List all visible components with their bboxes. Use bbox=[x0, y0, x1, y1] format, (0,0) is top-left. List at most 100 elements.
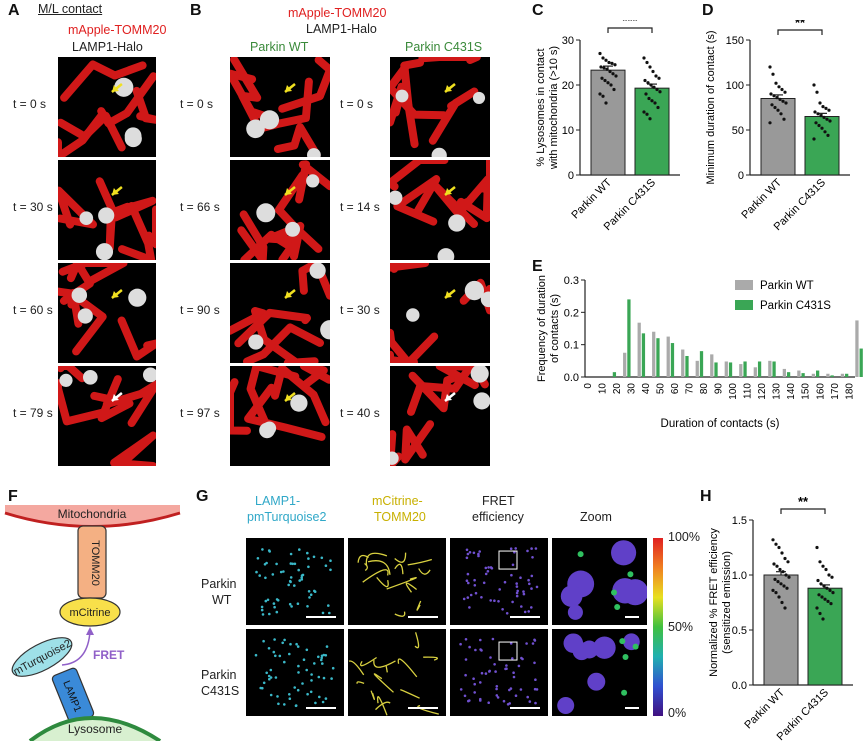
mito-network bbox=[376, 696, 388, 716]
puncta bbox=[309, 690, 313, 694]
panel-b-wt-time-label: t = 66 s bbox=[180, 200, 220, 214]
zoom-spot bbox=[611, 589, 617, 596]
puncta bbox=[275, 610, 279, 614]
mito-network bbox=[376, 576, 389, 588]
mitochondria-filament bbox=[408, 371, 459, 413]
puncta bbox=[293, 686, 296, 689]
puncta bbox=[317, 655, 320, 659]
puncta bbox=[519, 688, 523, 691]
puncta bbox=[294, 704, 298, 708]
puncta bbox=[472, 677, 475, 680]
data-point bbox=[821, 105, 825, 109]
panel-b-mut-time-label: t = 14 s bbox=[340, 200, 380, 214]
puncta bbox=[309, 593, 313, 596]
panel-g-image-fret bbox=[450, 538, 548, 625]
y-tick-label: 50 bbox=[732, 125, 744, 137]
puncta bbox=[501, 608, 504, 611]
data-point bbox=[823, 597, 827, 601]
data-point bbox=[655, 87, 659, 92]
lysosome-spot bbox=[448, 214, 466, 232]
puncta bbox=[522, 592, 526, 596]
data-point bbox=[815, 90, 819, 94]
mito-network bbox=[359, 656, 377, 667]
puncta bbox=[306, 605, 309, 608]
puncta bbox=[515, 585, 519, 588]
lysosome-spot bbox=[406, 308, 420, 322]
puncta bbox=[275, 562, 278, 566]
puncta bbox=[322, 653, 326, 657]
puncta bbox=[296, 688, 300, 692]
puncta bbox=[308, 596, 311, 599]
significance-bracket bbox=[780, 508, 826, 514]
puncta bbox=[488, 670, 491, 673]
puncta bbox=[312, 555, 316, 559]
data-point bbox=[777, 85, 781, 89]
data-point bbox=[775, 564, 779, 568]
x-tick-label: 40 bbox=[641, 383, 652, 395]
puncta bbox=[484, 672, 488, 675]
puncta bbox=[324, 564, 328, 567]
puncta bbox=[508, 702, 511, 705]
puncta bbox=[486, 570, 490, 573]
y-tick-label: 0.0 bbox=[732, 680, 747, 692]
data-point bbox=[650, 99, 654, 103]
data-point bbox=[768, 121, 772, 125]
puncta bbox=[511, 600, 514, 604]
data-point bbox=[614, 74, 618, 78]
panel-b-wt-frame bbox=[230, 57, 330, 157]
puncta bbox=[282, 570, 285, 573]
chart-e: 0.0 0.1 0.2 0.3 Frequency of duration of cont… bbox=[536, 275, 863, 430]
histogram-bar bbox=[816, 370, 820, 377]
puncta bbox=[321, 611, 325, 615]
lysosome-membrane bbox=[28, 716, 162, 741]
puncta bbox=[328, 611, 331, 615]
histogram-bar bbox=[855, 320, 859, 377]
data-point bbox=[824, 106, 828, 110]
data-point bbox=[770, 103, 774, 107]
mitochondria-filament bbox=[401, 420, 435, 464]
lysosome-spot bbox=[472, 91, 486, 104]
puncta bbox=[535, 688, 539, 691]
puncta bbox=[272, 650, 276, 654]
puncta bbox=[298, 548, 301, 551]
puncta bbox=[269, 693, 273, 697]
y-tick-label: 0.2 bbox=[564, 307, 579, 319]
tomm20-label: TOMM20 bbox=[89, 540, 101, 586]
puncta bbox=[534, 678, 537, 681]
puncta bbox=[281, 641, 284, 645]
y-tick-label: 0.5 bbox=[732, 625, 747, 637]
data-point bbox=[784, 101, 788, 105]
mcitrine-protein bbox=[59, 597, 121, 627]
puncta bbox=[310, 673, 313, 676]
puncta bbox=[273, 605, 276, 609]
puncta bbox=[525, 642, 528, 645]
mitochondria-filament bbox=[271, 366, 330, 427]
arrow-head bbox=[285, 85, 292, 92]
puncta bbox=[534, 701, 537, 705]
data-point bbox=[612, 87, 616, 92]
histogram-bar bbox=[845, 373, 849, 377]
puncta bbox=[279, 570, 283, 574]
puncta bbox=[530, 606, 533, 609]
arrow-head bbox=[445, 394, 452, 401]
data-point bbox=[611, 72, 615, 76]
g-col2-line1: mCitrine- bbox=[372, 494, 423, 508]
mito-network bbox=[416, 600, 422, 611]
arrow-head bbox=[445, 85, 452, 92]
data-point bbox=[607, 60, 611, 65]
puncta bbox=[258, 574, 261, 577]
puncta bbox=[493, 663, 496, 666]
data-point bbox=[601, 94, 605, 98]
puncta bbox=[489, 599, 492, 602]
data-point bbox=[642, 56, 646, 60]
mitochondria-filament bbox=[58, 111, 106, 157]
data-point bbox=[643, 78, 647, 83]
data-point bbox=[774, 542, 778, 546]
data-point bbox=[771, 538, 775, 542]
puncta bbox=[264, 599, 268, 603]
x-tick-label: 0 bbox=[583, 383, 594, 389]
panel-a-time-label: t = 79 s bbox=[13, 406, 53, 420]
zoom-blob bbox=[611, 540, 637, 566]
puncta bbox=[329, 559, 332, 562]
puncta bbox=[474, 648, 477, 652]
